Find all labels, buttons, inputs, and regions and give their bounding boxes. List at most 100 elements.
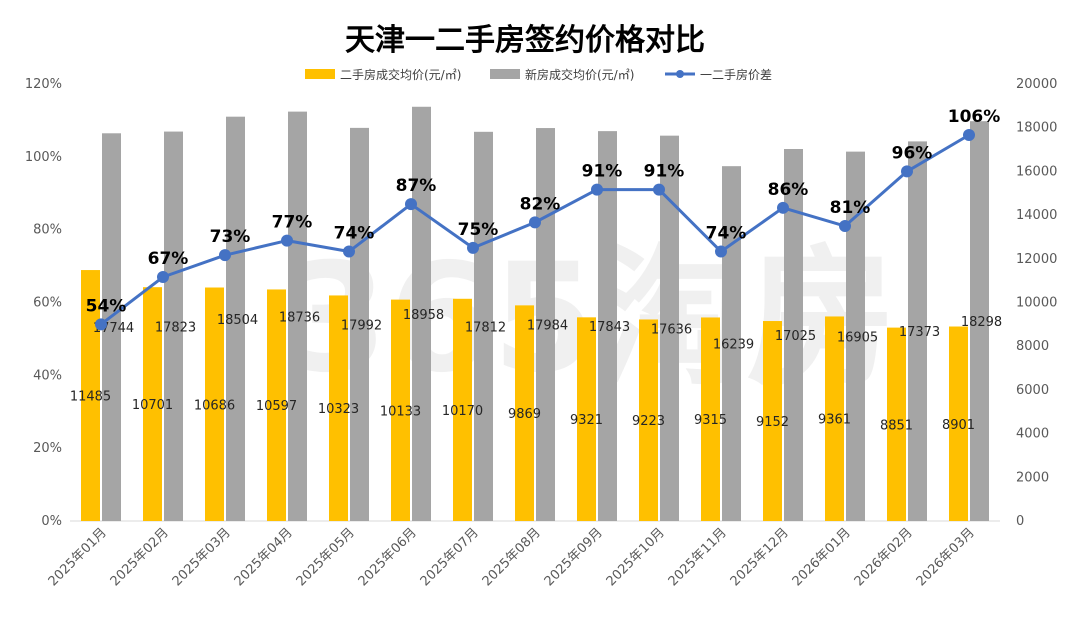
left-axis-tick-label: 40% <box>33 368 62 383</box>
left-axis-tick-label: 100% <box>25 150 62 165</box>
bar-label-newhouse: 18736 <box>279 310 320 325</box>
bar-newhouse <box>102 133 121 522</box>
bar-secondhand <box>391 299 410 521</box>
line-point-price-diff <box>901 165 913 178</box>
bar-newhouse <box>660 135 679 522</box>
bar-label-secondhand: 10133 <box>380 404 421 419</box>
x-axis-tick-label: 2025年10月 <box>604 525 668 589</box>
line-point-price-diff <box>219 249 231 262</box>
bar-label-secondhand: 8901 <box>942 418 975 433</box>
bar-label-newhouse: 17636 <box>651 322 692 337</box>
right-axis-tick-label: 4000 <box>1016 427 1049 442</box>
bar-label-newhouse: 16239 <box>713 338 754 353</box>
bar-label-newhouse: 18958 <box>403 308 444 323</box>
line-label-price-diff: 86% <box>768 180 809 200</box>
x-axis-tick-label: 2026年01月 <box>790 525 854 589</box>
bar-secondhand <box>825 316 844 521</box>
line-label-price-diff: 74% <box>706 224 747 244</box>
right-axis-tick-label: 10000 <box>1016 296 1057 311</box>
x-axis-tick-label: 2025年01月 <box>46 525 110 589</box>
bar-newhouse <box>598 131 617 522</box>
bar-secondhand <box>453 298 472 521</box>
left-axis-tick-label: 20% <box>33 441 62 456</box>
x-axis-tick-label: 2025年12月 <box>728 525 792 589</box>
line-point-price-diff <box>591 183 603 196</box>
line-point-price-diff <box>715 245 727 258</box>
legend: 二手房成交均价(元/㎡) 新房成交均价(元/㎡) 一二手房价差 <box>305 67 772 82</box>
left-axis-tick-label: 60% <box>33 296 62 311</box>
legend-marker-diff <box>676 70 684 78</box>
right-axis-tick-label: 6000 <box>1016 383 1049 398</box>
line-point-price-diff <box>405 198 417 211</box>
x-axis-tick-label: 2025年02月 <box>108 525 172 589</box>
line-point-price-diff <box>343 245 355 258</box>
bar-label-secondhand: 10686 <box>194 398 235 413</box>
x-axis-tick-label: 2025年03月 <box>170 525 234 589</box>
line-point-price-diff <box>281 234 293 247</box>
legend-swatch-secondhand <box>305 69 335 79</box>
bar-secondhand <box>267 289 286 521</box>
bar-label-secondhand: 10323 <box>318 402 359 417</box>
x-axis-tick-label: 2025年04月 <box>232 525 296 589</box>
bar-newhouse <box>846 151 865 522</box>
right-axis-tick-label: 16000 <box>1016 164 1057 179</box>
left-axis-tick-label: 0% <box>41 514 62 529</box>
bar-label-secondhand: 9361 <box>818 413 851 428</box>
bar-label-newhouse: 18298 <box>961 315 1002 330</box>
line-label-price-diff: 81% <box>830 198 871 218</box>
right-axis-tick-label: 18000 <box>1016 121 1057 136</box>
bar-secondhand <box>143 287 162 521</box>
bar-newhouse <box>970 121 989 522</box>
bar-label-newhouse: 18504 <box>217 313 258 328</box>
line-point-price-diff <box>963 128 975 141</box>
x-axis-tick-label: 2026年03月 <box>914 525 978 589</box>
bar-secondhand <box>81 270 100 521</box>
bar-secondhand <box>763 321 782 521</box>
bar-label-secondhand: 10701 <box>132 398 173 413</box>
bar-newhouse <box>908 141 927 521</box>
bar-label-newhouse: 17992 <box>341 318 382 333</box>
line-layer <box>95 128 975 331</box>
right-axis-tick-label: 14000 <box>1016 208 1057 223</box>
bar-label-newhouse: 17984 <box>527 319 568 334</box>
legend-label-secondhand: 二手房成交均价(元/㎡) <box>340 67 461 82</box>
bar-label-secondhand: 9152 <box>756 415 789 430</box>
line-label-price-diff: 73% <box>210 227 251 247</box>
line-label-price-diff: 96% <box>892 143 933 163</box>
bar-newhouse <box>722 166 741 521</box>
bar-secondhand <box>949 326 968 521</box>
line-point-price-diff <box>467 241 479 254</box>
bar-secondhand <box>639 319 658 521</box>
bars-layer <box>81 106 989 522</box>
line-label-price-diff: 75% <box>458 220 499 240</box>
x-axis-tick-label: 2026年02月 <box>852 525 916 589</box>
bar-newhouse <box>226 116 245 522</box>
bar-newhouse <box>288 111 307 521</box>
bar-secondhand <box>701 317 720 521</box>
right-axis-tick-label: 12000 <box>1016 252 1057 267</box>
x-axis-tick-label: 2025年06月 <box>356 525 420 589</box>
line-point-price-diff <box>95 318 107 331</box>
x-axis-tick-label: 2025年05月 <box>294 525 358 589</box>
chart-title: 天津一二手房签约价格对比 <box>345 23 705 58</box>
bar-secondhand <box>329 295 348 521</box>
line-labels-layer: 54% 67% 73% 77% 74% 87% 75% 82% 91% 91% 74% 86% 81% 9… <box>86 107 1001 316</box>
bar-label-newhouse: 17373 <box>899 325 940 340</box>
bar-newhouse <box>164 131 183 521</box>
line-label-price-diff: 91% <box>644 162 685 182</box>
x-axis-tick-label: 2025年07月 <box>418 525 482 589</box>
right-axis-tick-label: 20000 <box>1016 77 1057 92</box>
bar-label-secondhand: 10170 <box>442 404 483 419</box>
bar-newhouse <box>536 128 555 521</box>
bar-label-secondhand: 8851 <box>880 418 913 433</box>
bar-label-newhouse: 16905 <box>837 330 878 345</box>
line-point-price-diff <box>777 201 789 214</box>
line-label-price-diff: 54% <box>86 296 127 316</box>
line-label-price-diff: 74% <box>334 224 375 244</box>
line-label-price-diff: 67% <box>148 249 189 269</box>
line-label-price-diff: 106% <box>948 107 1001 127</box>
bar-newhouse <box>474 131 493 521</box>
bar-newhouse <box>784 149 803 521</box>
bar-label-newhouse: 17843 <box>589 320 630 335</box>
